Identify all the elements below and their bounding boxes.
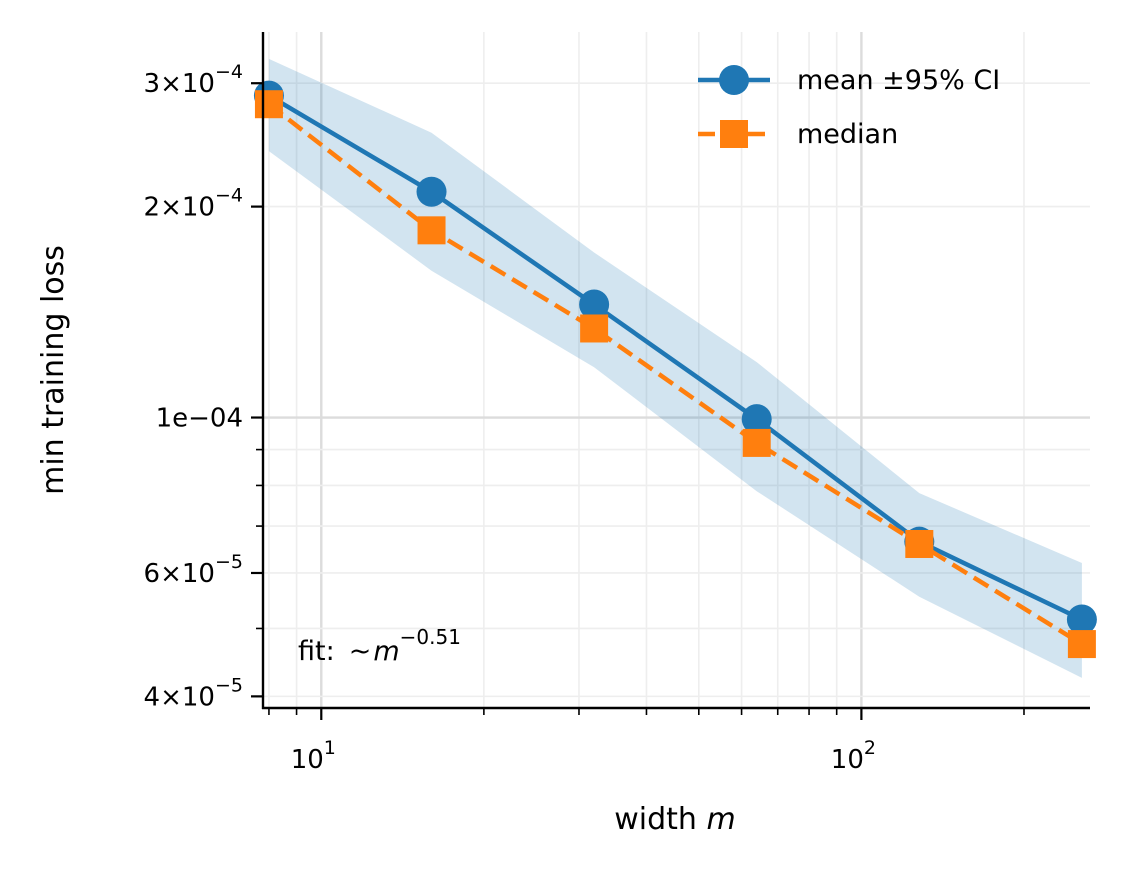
y-tick-label: 2×10−4 [144, 185, 243, 223]
mean-point [416, 176, 447, 207]
grid [263, 32, 1090, 708]
legend: mean ±95% CI median [698, 65, 1000, 150]
x-tick-label: 101 [291, 737, 336, 775]
median-point [254, 90, 283, 119]
ci-band-layer [268, 58, 1082, 678]
median-point [905, 529, 934, 558]
median-point [742, 428, 771, 457]
y-tick-label: 4×10−5 [144, 674, 243, 712]
y-tick-label: 1e−04 [156, 404, 243, 434]
x-tick-label: 102 [831, 737, 876, 775]
legend-label: median [797, 119, 898, 150]
legend-label: mean ±95% CI [797, 65, 1000, 96]
axes: 101 102 3×10−4 2×10−4 1e−04 6×10−5 4×10−5 [144, 32, 1090, 775]
mean-point [1066, 604, 1097, 635]
y-tick-label: 3×10−4 [144, 61, 243, 99]
ci-band [268, 58, 1082, 678]
median-point [417, 216, 446, 245]
fit-annotation: fit: ~m−0.51 [298, 625, 461, 667]
y-axis-label: min training loss [36, 245, 71, 495]
median-point [580, 314, 609, 343]
mean-point [579, 289, 610, 320]
legend-marker-circle [719, 65, 749, 95]
series-line-mean [267, 93, 1083, 622]
legend-marker-square [720, 120, 748, 148]
series-layer [253, 80, 1097, 659]
x-axis-label: width m [614, 802, 735, 837]
median-point [1067, 630, 1096, 659]
mean-point [741, 404, 772, 435]
y-tick-label: 6×10−5 [144, 551, 243, 589]
